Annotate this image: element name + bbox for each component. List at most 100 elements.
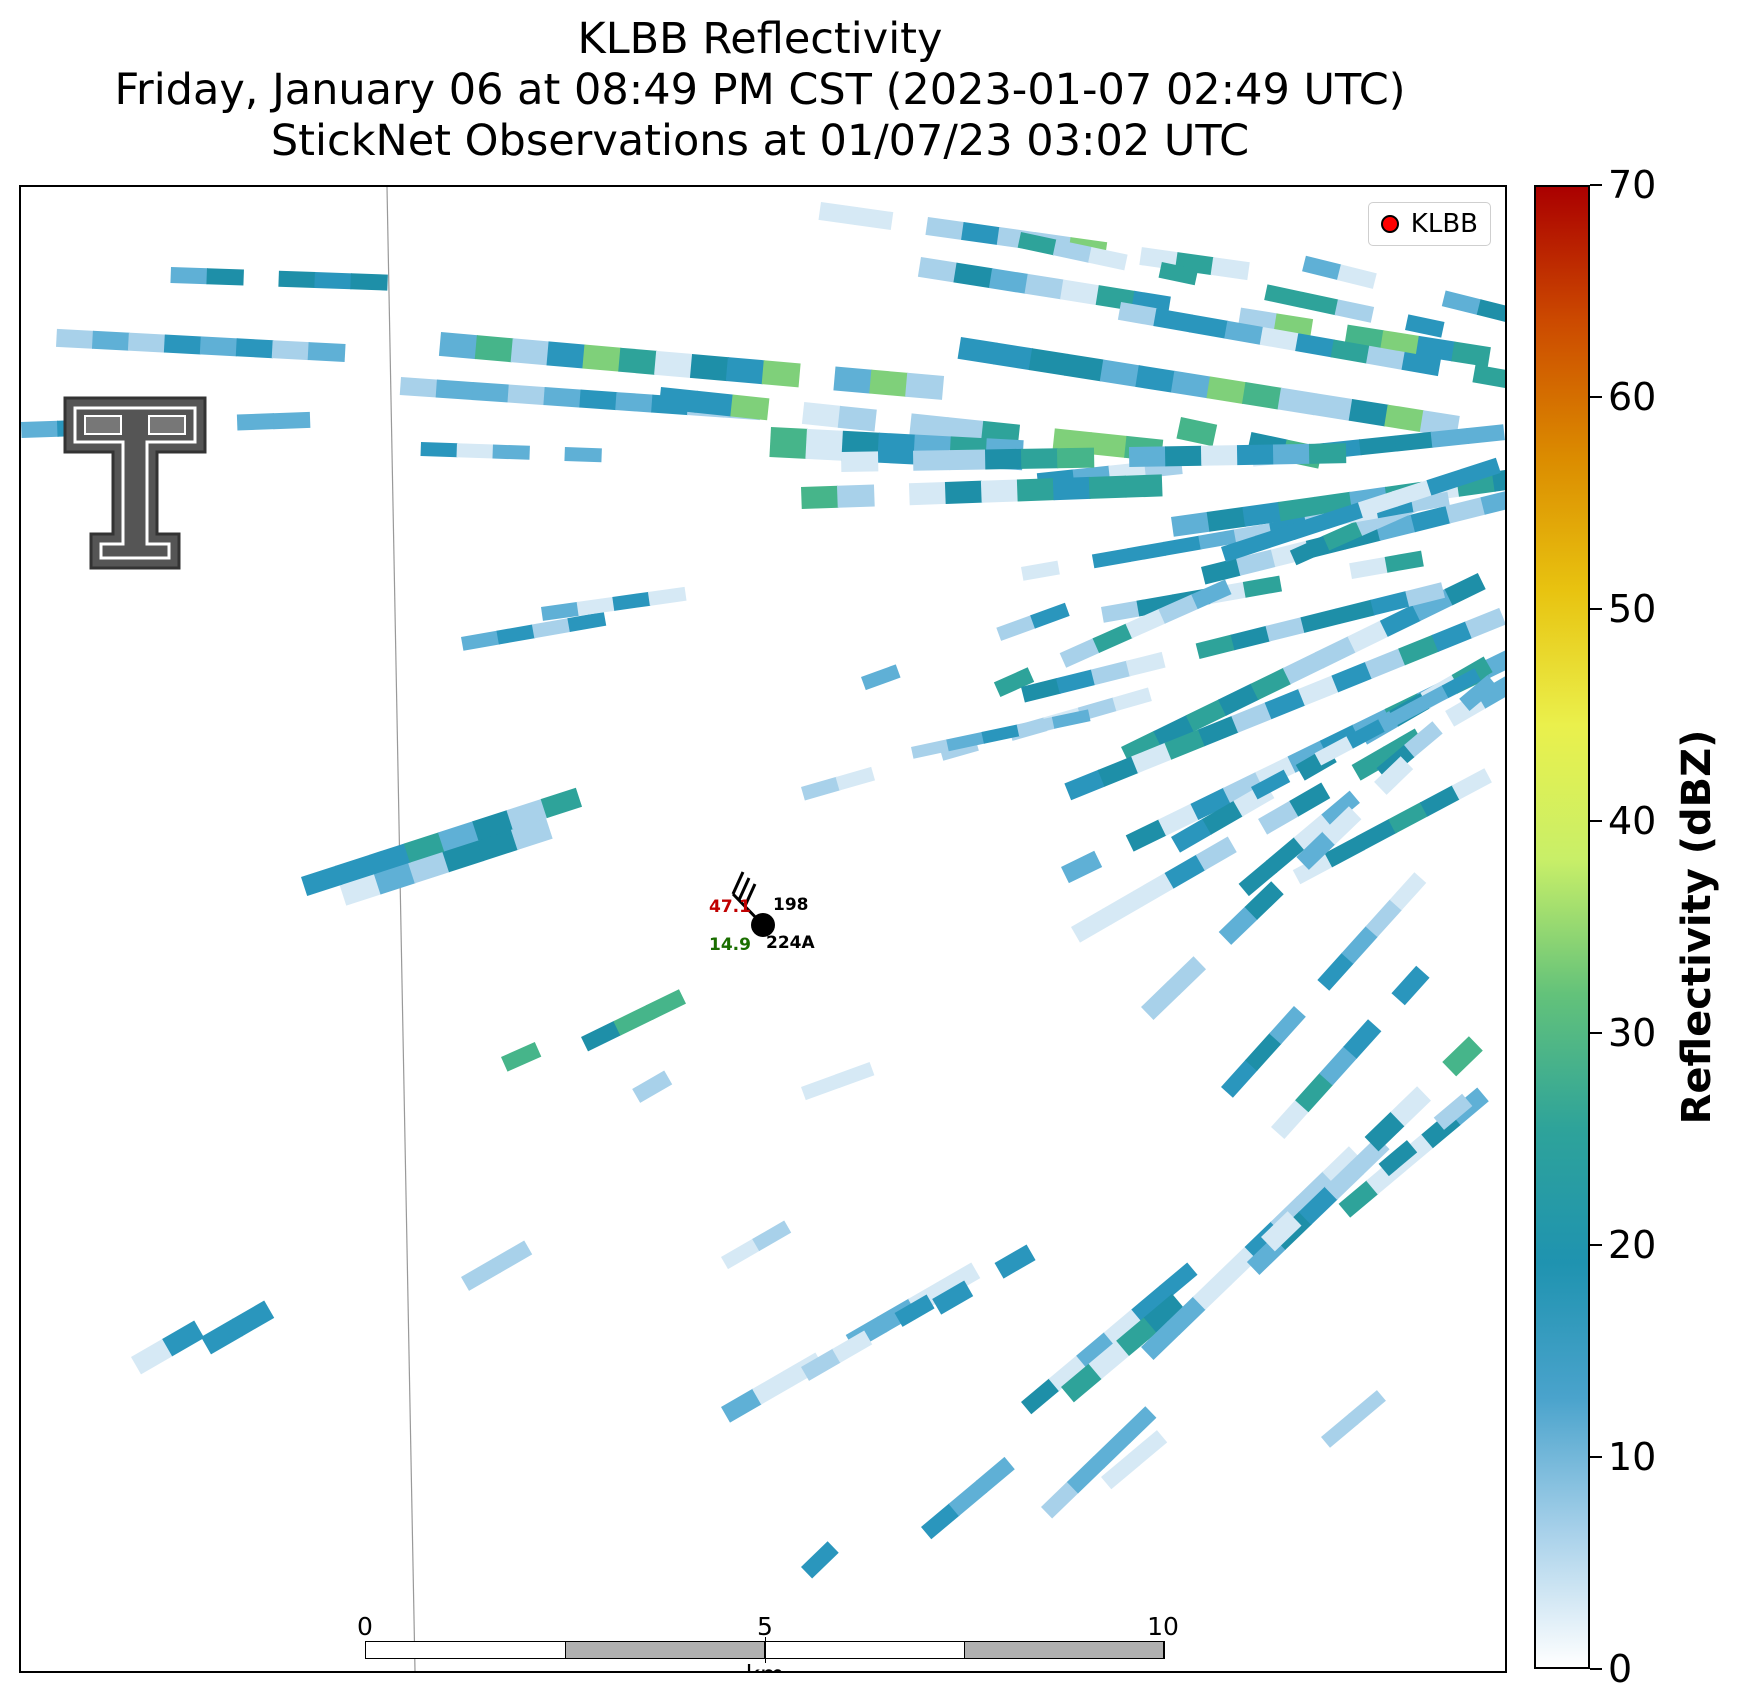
radar-gate (908, 481, 947, 506)
radar-gate (1064, 353, 1105, 382)
radar-gate (438, 331, 478, 360)
radar-gate (832, 1330, 873, 1363)
radar-gate (1102, 890, 1144, 925)
colorbar-tick-label: 30 (1608, 1011, 1657, 1055)
radar-gate (1264, 688, 1306, 720)
radar-gate (980, 479, 1019, 503)
radar-gate (939, 1262, 981, 1297)
radar-gate (1472, 364, 1505, 389)
radar-gate (1143, 1293, 1185, 1333)
radar-gate (492, 444, 530, 460)
radar-gate (752, 1220, 792, 1252)
radar-gate (1255, 524, 1296, 552)
radar-gate (1171, 511, 1211, 537)
radar-gate (912, 450, 951, 471)
radar-gate (1224, 320, 1264, 345)
radar-gate (944, 480, 983, 504)
radar-gate (1341, 925, 1379, 964)
radar-gate (1271, 1099, 1310, 1140)
radar-gate (1040, 1481, 1079, 1519)
radar-gate (199, 336, 238, 357)
radar-gate (984, 448, 1023, 470)
radar-gate (1242, 575, 1283, 598)
radar-gate (911, 739, 950, 759)
radar-gate (506, 798, 548, 830)
radar-gate (1349, 556, 1389, 579)
radar-gate (1378, 1140, 1418, 1177)
radar-gate (1017, 232, 1058, 256)
radar-gate (1185, 699, 1227, 732)
radar-gate (1162, 535, 1202, 556)
radar-gate (632, 1070, 673, 1103)
radar-gate (510, 338, 550, 366)
colorbar-tick-label: 20 (1608, 1223, 1657, 1267)
radar-gate (1364, 648, 1406, 679)
radar-gate (1048, 1355, 1088, 1392)
title-line-1: KLBB Reflectivity (577, 14, 943, 64)
radar-gate (1088, 1340, 1130, 1380)
radar-gate (932, 1280, 974, 1315)
radar-gate (1141, 981, 1181, 1020)
radar-gate (1188, 314, 1229, 339)
radar-gate (1451, 768, 1492, 800)
radar-gate (1295, 333, 1335, 358)
radar-gate (399, 377, 438, 398)
radar-gate (1388, 802, 1429, 834)
radar-gate (1348, 398, 1389, 427)
radar-gate (1258, 800, 1300, 835)
radar-gate (541, 601, 580, 621)
radar-gate (801, 1541, 839, 1579)
radar-gate (909, 413, 949, 440)
radar-gate (1192, 1271, 1232, 1310)
radar-gate (1166, 956, 1207, 995)
colorbar-tick (1590, 1456, 1602, 1458)
radar-gate (993, 667, 1035, 697)
radar-gate (1370, 590, 1411, 616)
radar-gate (1298, 675, 1340, 706)
radar-gate (1176, 417, 1218, 447)
radar-gate (420, 442, 458, 458)
radar-gate (1206, 376, 1247, 404)
radar-gate (1099, 359, 1140, 388)
radar-gate (730, 394, 770, 421)
radar-gate (1060, 279, 1100, 306)
radar-map[interactable]: KLBB 47.1 198 14.9 224A 0 5 10 km (19, 185, 1507, 1673)
map-legend: KLBB (1367, 202, 1491, 246)
scale-label-10: 10 (1147, 1612, 1179, 1641)
radar-gate (1338, 1180, 1379, 1218)
radar-gate (1250, 667, 1292, 701)
radar-gate (56, 328, 94, 349)
radar-gate (957, 337, 998, 365)
radar-gate (1481, 645, 1505, 679)
radar-gate (948, 449, 987, 471)
radar-gate (1236, 444, 1275, 466)
radar-gate (1210, 257, 1250, 281)
radar-gate (1324, 1161, 1364, 1200)
radar-gate (1127, 541, 1167, 563)
radar-gate (1171, 818, 1213, 853)
radar-gate (976, 1456, 1015, 1493)
radar-gate (1125, 608, 1166, 639)
colorbar-tick (1590, 820, 1602, 822)
radar-gate (232, 1300, 275, 1337)
radar-gate (1366, 345, 1406, 370)
radar-gate (1235, 549, 1277, 576)
radar-gate (1125, 819, 1167, 852)
radar-gate (1197, 715, 1239, 747)
radar-gate (658, 387, 698, 413)
radar-gate (1277, 496, 1318, 522)
radar-gate (1116, 1316, 1158, 1357)
radar-gate (1374, 756, 1414, 795)
radar-gate (1101, 600, 1141, 623)
radar-gate (1364, 1111, 1406, 1152)
station-id: 224A (766, 933, 815, 953)
colorbar-tick (1590, 184, 1602, 186)
scale-label-0: 0 (357, 1612, 373, 1641)
radar-gate (1133, 872, 1175, 907)
radar-gate (301, 865, 343, 897)
radar-gate (1323, 502, 1364, 529)
radar-gate (836, 484, 875, 508)
radar-gate (818, 202, 858, 225)
radar-gate (307, 342, 346, 362)
radar-gate (1016, 478, 1055, 502)
